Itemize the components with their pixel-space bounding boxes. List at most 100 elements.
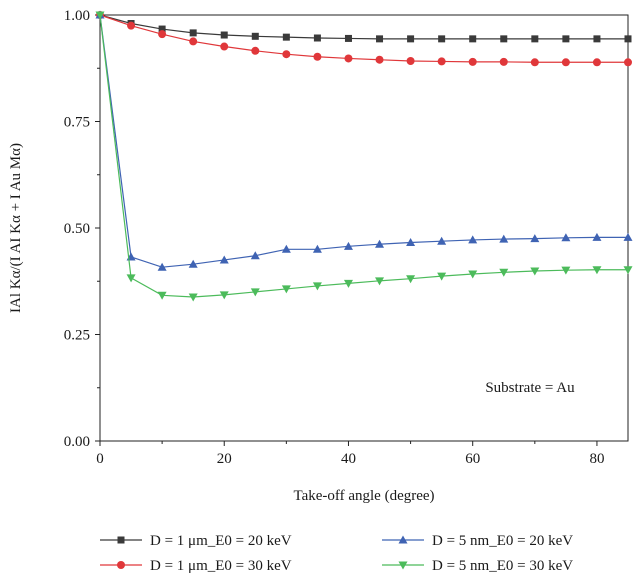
substrate-annotation: Substrate = Au <box>485 380 575 396</box>
series-4 <box>95 11 633 302</box>
data-point <box>158 25 166 33</box>
data-point <box>312 244 322 253</box>
data-point <box>406 275 416 284</box>
data-point <box>593 35 601 43</box>
series-line <box>99 14 628 63</box>
data-point <box>250 288 260 297</box>
legend-label: D = 1 μm_E0 = 30 keV <box>150 558 292 574</box>
legend-item: D = 1 μm_E0 = 20 keV <box>100 533 292 549</box>
data-point <box>469 35 477 43</box>
x-tick-label: 60 <box>465 451 480 467</box>
data-point <box>220 42 229 51</box>
x-tick-label: 80 <box>589 451 604 467</box>
data-point <box>189 29 197 37</box>
legend-label: D = 1 μm_E0 = 20 keV <box>150 533 292 549</box>
x-tick-label: 40 <box>341 451 356 467</box>
data-point <box>344 34 352 42</box>
data-point <box>158 30 167 39</box>
data-point <box>126 274 136 283</box>
x-axis-label: Take-off angle (degree) <box>293 488 434 504</box>
data-point <box>437 57 446 66</box>
data-point <box>531 35 539 43</box>
legend-marker <box>398 561 408 570</box>
data-point <box>343 241 353 250</box>
data-point <box>281 285 291 294</box>
y-tick-label: 0.75 <box>64 115 90 131</box>
data-point <box>282 33 290 41</box>
data-point <box>157 291 167 300</box>
data-point <box>375 239 385 248</box>
data-point <box>220 31 228 39</box>
series-line <box>99 14 628 268</box>
data-point <box>561 266 571 275</box>
data-point <box>343 279 353 288</box>
data-point <box>157 262 167 271</box>
series-line <box>99 14 628 40</box>
data-point <box>406 237 416 246</box>
data-point <box>468 57 477 66</box>
data-point <box>344 54 353 63</box>
legend-item: D = 1 μm_E0 = 30 keV <box>100 558 292 574</box>
data-point <box>468 270 478 279</box>
series-1 <box>96 11 632 43</box>
data-point <box>530 58 539 67</box>
data-point <box>313 52 322 61</box>
data-point <box>219 255 229 264</box>
data-point <box>219 291 229 300</box>
series-2 <box>96 11 632 67</box>
legend: D = 1 μm_E0 = 20 keV D = 5 nm_E0 = 20 keV… <box>100 533 573 574</box>
data-point <box>313 34 321 42</box>
data-point <box>561 233 571 242</box>
data-point <box>281 244 291 253</box>
legend-marker <box>117 561 125 569</box>
y-tick-label: 0.50 <box>64 221 90 237</box>
data-point <box>592 58 601 67</box>
legend-item: D = 5 nm_E0 = 30 keV <box>382 558 573 574</box>
data-point <box>312 282 322 291</box>
legend-label: D = 5 nm_E0 = 30 keV <box>432 558 573 574</box>
data-point <box>499 57 508 66</box>
data-point <box>623 232 633 241</box>
data-point <box>251 46 260 55</box>
data-point <box>499 268 509 277</box>
data-point <box>375 277 385 286</box>
data-point <box>592 266 602 275</box>
series-line <box>99 14 628 298</box>
data-point <box>530 267 540 276</box>
data-point <box>437 236 447 245</box>
data-point <box>250 251 260 260</box>
data-point <box>437 272 447 281</box>
y-tick-label: 1.00 <box>64 8 90 24</box>
data-point <box>623 266 633 275</box>
data-point <box>561 58 570 67</box>
data-point <box>95 11 105 20</box>
data-point <box>468 235 478 244</box>
data-point <box>282 50 291 59</box>
data-point <box>188 259 198 268</box>
data-point <box>188 293 198 302</box>
series-3 <box>95 10 633 271</box>
data-point <box>127 21 136 30</box>
y-axis-label: IAl Kα/(I AI Kα + I Au Mα) <box>8 143 24 313</box>
data-point <box>592 232 602 241</box>
data-point <box>376 35 384 43</box>
x-tick-label: 0 <box>96 451 104 467</box>
data-point <box>530 234 540 243</box>
data-point <box>406 57 415 66</box>
plot-area <box>99 14 629 442</box>
legend-item: D = 5 nm_E0 = 20 keV <box>382 533 573 549</box>
series-layer <box>95 10 633 302</box>
legend-label: D = 5 nm_E0 = 20 keV <box>432 533 573 549</box>
x-tick-label: 20 <box>217 451 232 467</box>
data-point <box>624 35 632 43</box>
data-point <box>500 35 508 43</box>
legend-marker <box>117 536 125 544</box>
data-point <box>251 32 259 40</box>
data-point <box>499 234 509 243</box>
data-point <box>375 55 384 64</box>
data-point <box>189 37 198 46</box>
plot-border <box>99 14 629 442</box>
data-point <box>407 35 415 43</box>
y-tick-label: 0.00 <box>64 434 90 450</box>
